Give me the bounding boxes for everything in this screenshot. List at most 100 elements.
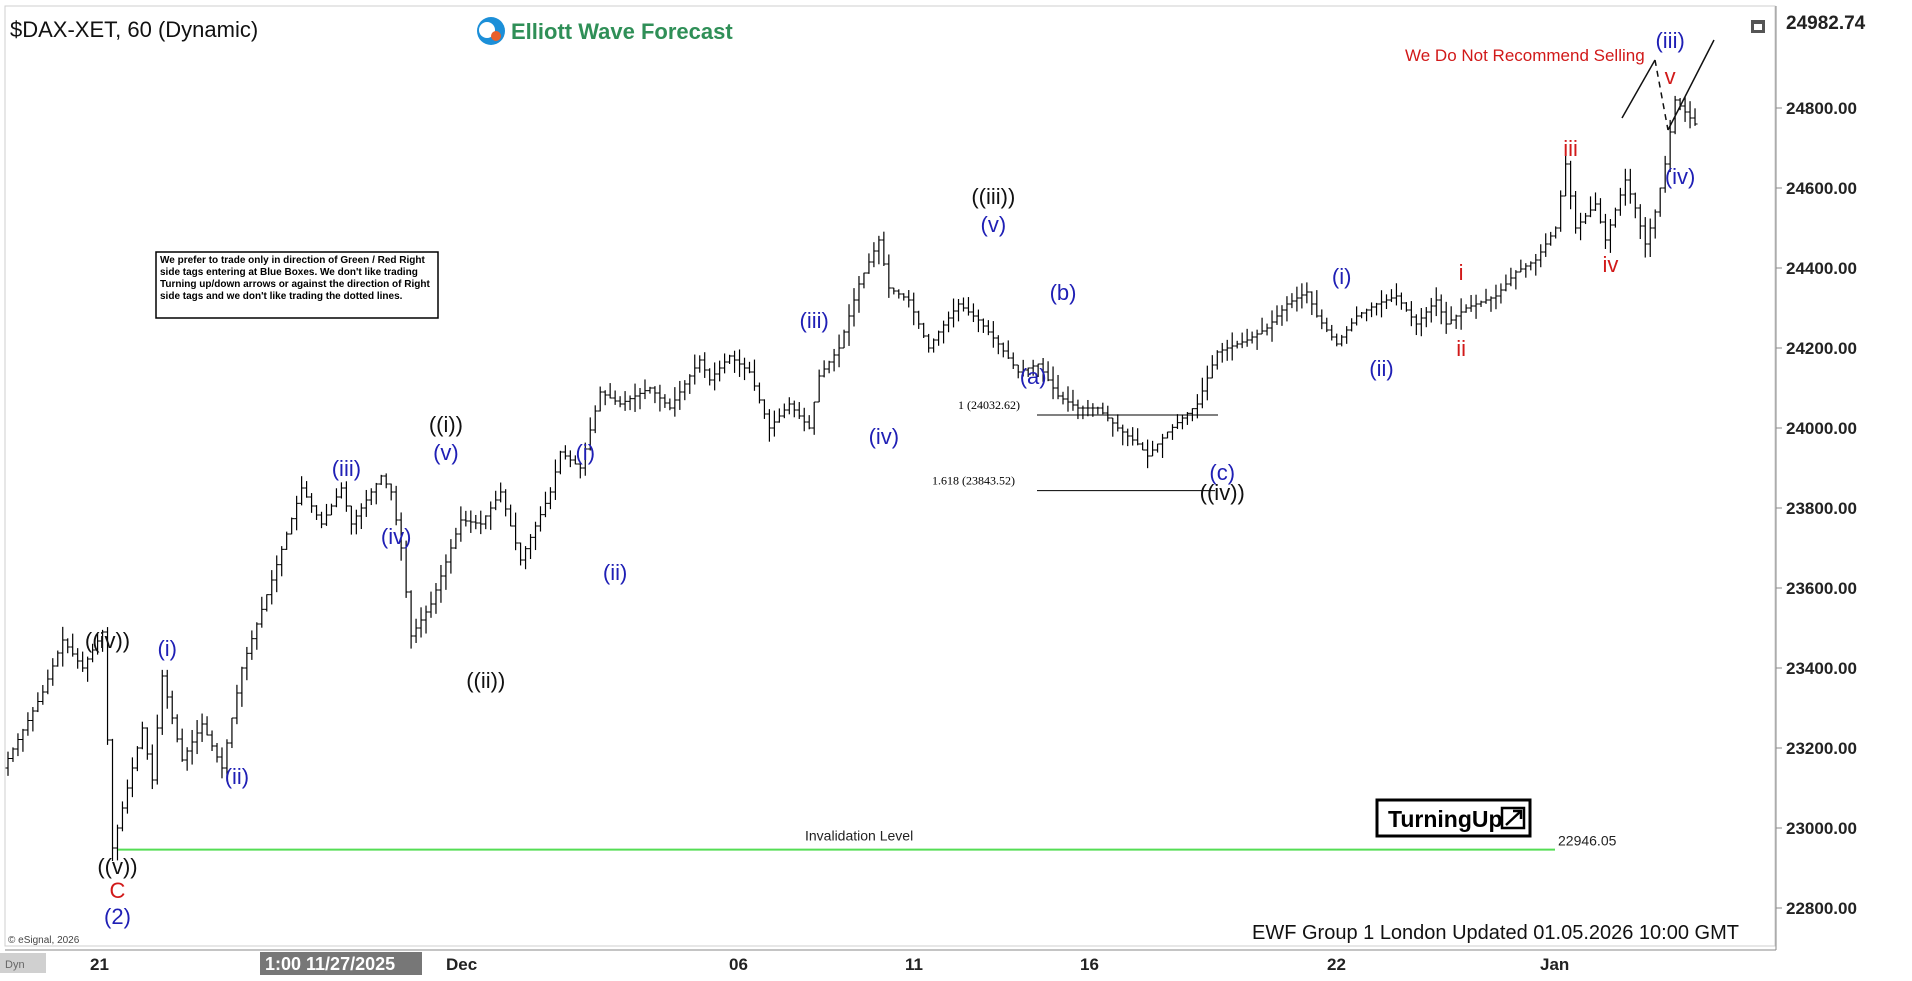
ohlc-bar — [45, 669, 51, 695]
ohlc-bar — [393, 485, 399, 526]
y-tick-label: 24400.00 — [1786, 259, 1857, 278]
ohlc-bar — [448, 539, 454, 574]
ohlc-bar — [622, 391, 628, 411]
maximize-icon[interactable] — [1751, 20, 1765, 33]
ohlc-bar — [692, 354, 698, 385]
ohlc-bar — [15, 733, 21, 757]
ohlc-bar — [468, 510, 474, 533]
ohlc-bar — [1622, 168, 1628, 206]
ohlc-bar — [1398, 292, 1404, 310]
ohlc-bar — [1080, 405, 1086, 420]
ohlc-bar — [936, 330, 942, 346]
ohlc-bar — [911, 292, 917, 326]
ohlc-bar — [1075, 399, 1081, 420]
ohlc-bar — [657, 384, 663, 412]
ohlc-bar — [353, 509, 359, 535]
ohlc-bar — [1573, 191, 1579, 234]
ohlc-bar — [811, 401, 817, 435]
ohlc-bar — [1612, 207, 1618, 228]
ohlc-bar — [1130, 427, 1136, 446]
ohlc-bar — [1100, 402, 1106, 415]
ohlc-bar — [537, 506, 543, 532]
ohlc-bar — [1597, 198, 1603, 224]
ohlc-bar — [85, 656, 91, 682]
ohlc-bar — [846, 304, 852, 346]
ohlc-bar — [776, 408, 782, 423]
ohlc-bar — [90, 643, 96, 663]
ohlc-bar — [1388, 289, 1394, 303]
y-tick-label: 23200.00 — [1786, 739, 1857, 758]
ohlc-bar — [428, 591, 434, 618]
brand-logo: Elliott Wave Forecast — [477, 17, 733, 45]
ohlc-bar — [1543, 233, 1549, 257]
ohlc-bar — [677, 380, 683, 410]
ohlc-bar — [508, 504, 514, 527]
ohlc-bar — [533, 521, 539, 551]
ohlc-bar — [134, 746, 140, 772]
ohlc-bar — [1224, 339, 1230, 361]
wave-label: (iv) — [869, 424, 900, 449]
ohlc-bar — [831, 348, 837, 372]
ohlc-bar — [1289, 293, 1295, 309]
ohlc-bar — [1602, 213, 1608, 249]
ohlc-bar — [841, 329, 847, 349]
ohlc-bar — [1020, 359, 1026, 377]
ohlc-bar — [423, 605, 429, 634]
recommendation-text: We Do Not Recommend Selling — [1405, 46, 1645, 65]
wave-label: (ii) — [603, 560, 627, 585]
ohlc-bar — [1488, 296, 1494, 312]
ohlc-bar — [1428, 297, 1434, 323]
copyright: © eSignal, 2026 — [8, 935, 80, 946]
plot-frame — [4, 5, 1776, 947]
ohlc-bar — [55, 650, 61, 667]
ohlc-bar — [980, 318, 986, 333]
ohlc-bar — [398, 512, 404, 561]
ohlc-bar — [941, 320, 947, 344]
ohlc-bar — [1637, 204, 1643, 240]
ohlc-bar — [234, 684, 240, 725]
ohlc-bar — [727, 354, 733, 364]
ohlc-bar — [259, 596, 265, 628]
wave-label: (iv) — [381, 524, 412, 549]
ohlc-bar — [1244, 328, 1250, 347]
ohlc-bar — [1379, 290, 1385, 318]
ohlc-bar — [746, 361, 752, 374]
ohlc-bar — [174, 714, 180, 743]
wave-label: i — [1459, 260, 1464, 285]
corner-box — [0, 953, 46, 973]
ohlc-bar — [667, 398, 673, 411]
ohlc-bar — [931, 338, 937, 353]
ohlc-bar — [1354, 306, 1360, 326]
ohlc-bar — [1364, 308, 1370, 322]
ohlc-bar — [781, 403, 787, 419]
wave-label: (2) — [104, 904, 131, 929]
ohlc-bar — [1583, 212, 1589, 225]
ohlc-bar — [956, 298, 962, 322]
wave-label: ((v)) — [97, 854, 137, 879]
ohlc-bar — [597, 386, 603, 412]
turning-up-badge: TurningUp — [1375, 798, 1532, 838]
ohlc-bar — [1229, 332, 1235, 361]
ohlc-bar — [1448, 306, 1454, 325]
ohlc-bar — [20, 728, 26, 752]
ohlc-bar — [1478, 300, 1484, 307]
ohlc-bar — [1413, 314, 1419, 336]
ohlc-bar — [771, 410, 777, 437]
ohlc-bar — [1234, 340, 1240, 349]
ohlc-bar — [1120, 424, 1126, 446]
ohlc-bar — [100, 629, 106, 652]
ohlc-bar — [970, 303, 976, 323]
ohlc-bar — [1662, 155, 1668, 193]
ohlc-bar — [368, 488, 374, 506]
ohlc-bar — [284, 531, 290, 550]
y-tick-label: 22800.00 — [1786, 899, 1857, 918]
ohlc-bar — [458, 506, 464, 542]
ohlc-bar — [881, 231, 887, 267]
ohlc-bar — [1443, 301, 1449, 334]
ohlc-bar — [289, 517, 295, 535]
ohlc-bar — [438, 564, 444, 603]
ohlc-bar — [5, 751, 11, 776]
ohlc-bar — [1219, 342, 1225, 363]
